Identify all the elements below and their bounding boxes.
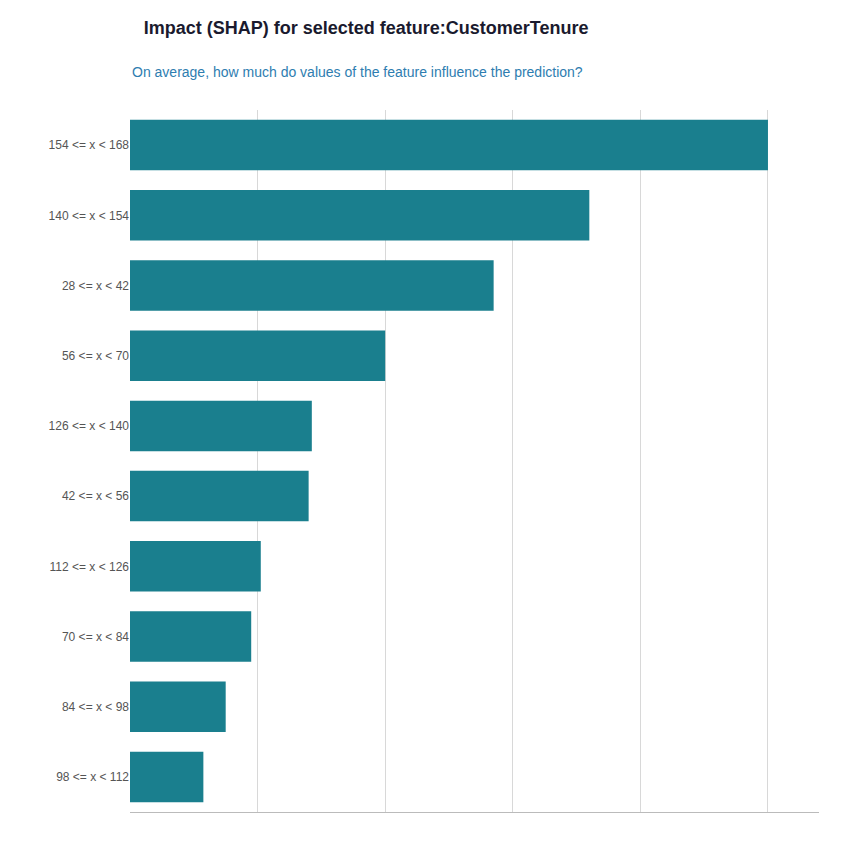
svg-text:70 <= x < 84: 70 <= x < 84 bbox=[62, 630, 129, 644]
svg-text:42 <= x < 56: 42 <= x < 56 bbox=[62, 489, 129, 503]
svg-text:154 <= x < 168: 154 <= x < 168 bbox=[49, 138, 130, 152]
svg-text:84 <= x < 98: 84 <= x < 98 bbox=[62, 700, 129, 714]
svg-text:140 <= x < 154: 140 <= x < 154 bbox=[49, 209, 130, 223]
svg-text:Impact (SHAP) for selected fea: Impact (SHAP) for selected feature:Custo… bbox=[144, 18, 589, 38]
svg-text:28 <= x < 42: 28 <= x < 42 bbox=[62, 279, 129, 293]
svg-text:98 <= x < 112: 98 <= x < 112 bbox=[56, 770, 129, 784]
svg-text:126 <= x < 140: 126 <= x < 140 bbox=[49, 419, 130, 433]
svg-text:112 <= x < 126: 112 <= x < 126 bbox=[49, 560, 129, 574]
svg-text:56 <= x < 70: 56 <= x < 70 bbox=[62, 349, 129, 363]
svg-text:On average, how much do values: On average, how much do values of the fe… bbox=[132, 64, 583, 80]
